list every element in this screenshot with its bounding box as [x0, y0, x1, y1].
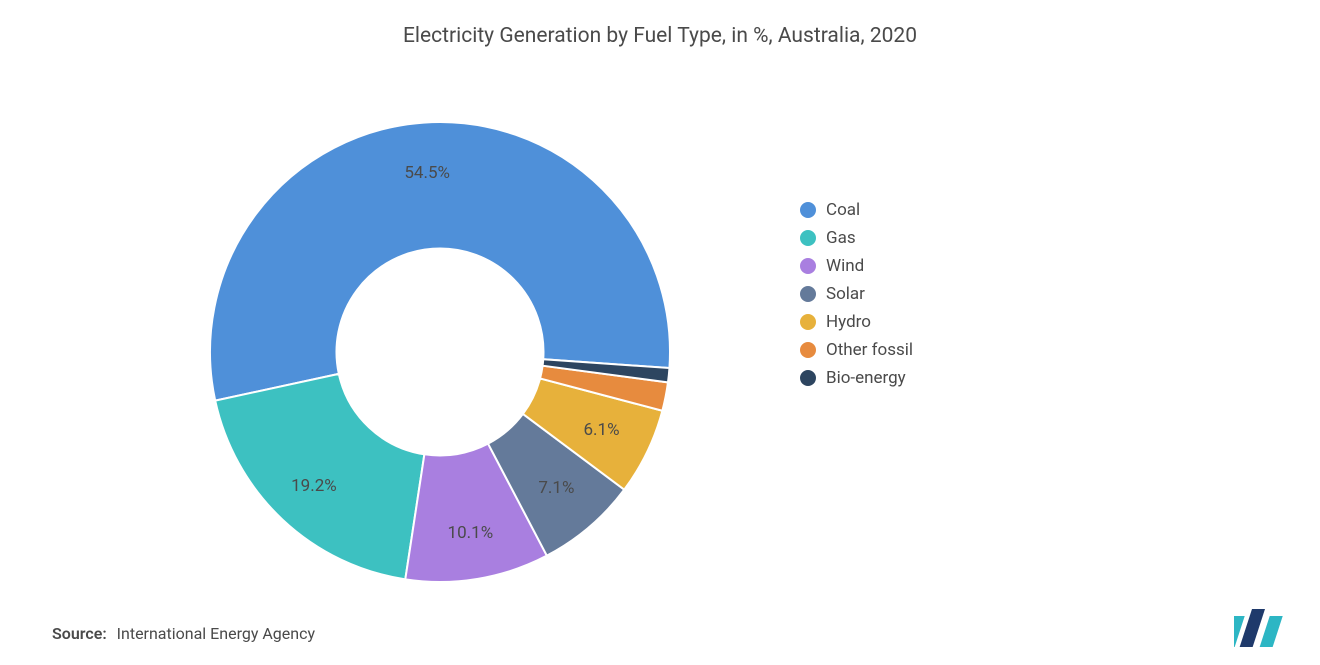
- legend-dot-icon: [800, 230, 816, 246]
- legend-item-hydro: Hydro: [800, 312, 913, 332]
- legend-item-solar: Solar: [800, 284, 913, 304]
- chart-container: Electricity Generation by Fuel Type, in …: [0, 0, 1320, 665]
- legend-dot-icon: [800, 286, 816, 302]
- chart-area: 54.5% 19.2% 10.1% 7.1% 6.1% Coal Gas Wind Solar…: [0, 100, 1320, 600]
- source-line: Source: International Energy Agency: [52, 624, 315, 643]
- legend-item-coal: Coal: [800, 200, 913, 220]
- legend-item-gas: Gas: [800, 228, 913, 248]
- legend-label: Solar: [826, 284, 865, 304]
- legend-item-bio-energy: Bio-energy: [800, 368, 913, 388]
- slice-label-wind: 10.1%: [448, 523, 494, 543]
- legend-dot-icon: [800, 258, 816, 274]
- legend-label: Bio-energy: [826, 368, 906, 388]
- slice-label-hydro: 6.1%: [584, 420, 620, 440]
- legend-item-other-fossil: Other fossil: [800, 340, 913, 360]
- legend-label: Other fossil: [826, 340, 913, 360]
- source-text: International Energy Agency: [117, 624, 315, 643]
- legend-label: Hydro: [826, 312, 871, 332]
- legend-dot-icon: [800, 314, 816, 330]
- legend-dot-icon: [800, 370, 816, 386]
- slice-label-coal: 54.5%: [404, 163, 450, 183]
- legend-dot-icon: [800, 202, 816, 218]
- legend-label: Coal: [826, 200, 860, 220]
- legend-item-wind: Wind: [800, 256, 913, 276]
- slice-label-gas: 19.2%: [291, 476, 337, 496]
- legend-label: Gas: [826, 228, 856, 248]
- legend-dot-icon: [800, 342, 816, 358]
- slice-label-solar: 7.1%: [538, 478, 574, 498]
- legend-label: Wind: [826, 256, 864, 276]
- brand-logo: [1234, 609, 1290, 647]
- source-label: Source:: [52, 624, 107, 643]
- chart-title: Electricity Generation by Fuel Type, in …: [0, 0, 1320, 48]
- donut-chart: [200, 112, 680, 592]
- legend: Coal Gas Wind Solar Hydro Other fossil Bio-ene…: [800, 200, 913, 396]
